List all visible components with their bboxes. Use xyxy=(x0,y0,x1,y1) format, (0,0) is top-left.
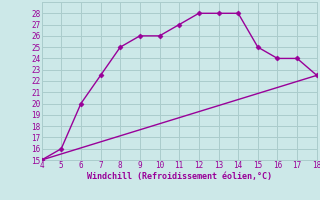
X-axis label: Windchill (Refroidissement éolien,°C): Windchill (Refroidissement éolien,°C) xyxy=(87,172,272,181)
